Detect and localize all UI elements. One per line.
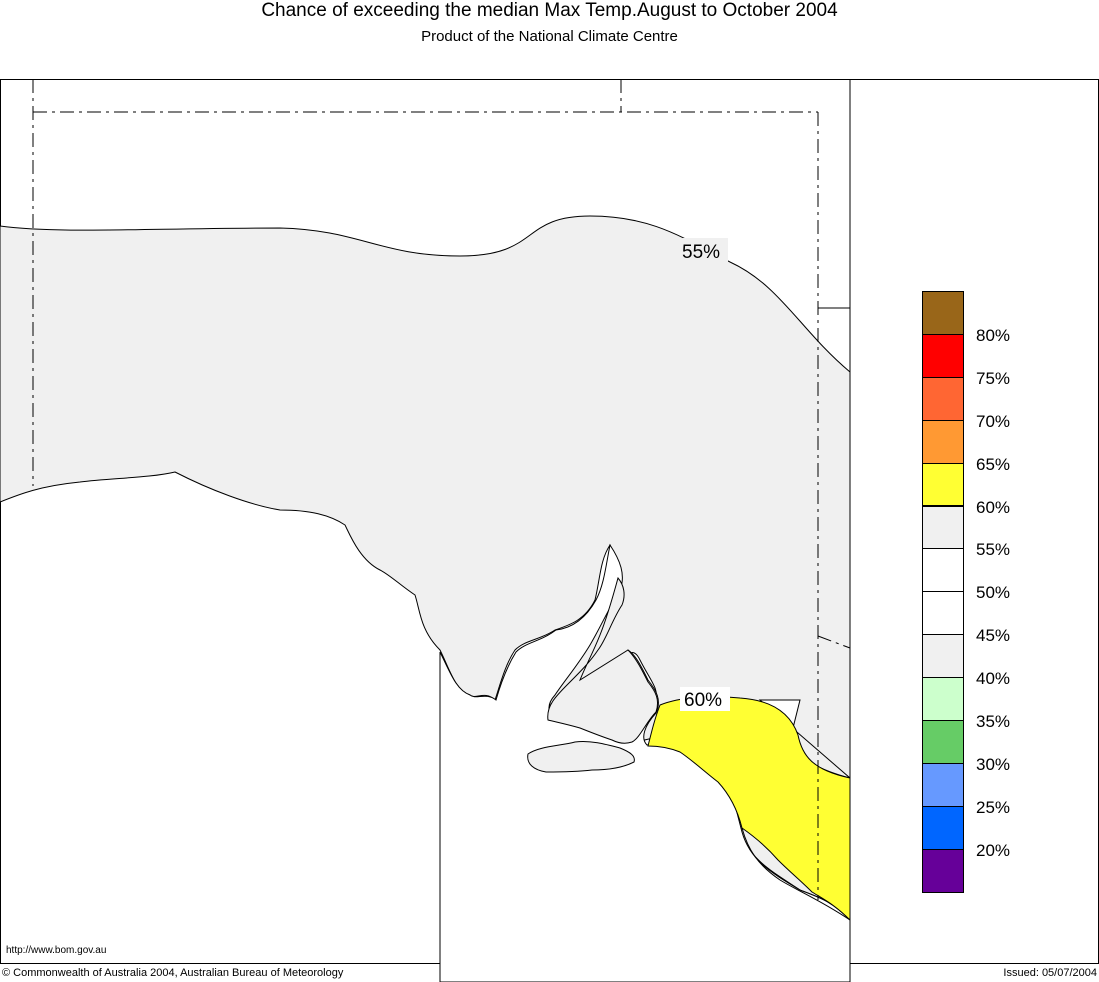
legend-label: 30%: [976, 754, 1011, 774]
legend-label: 50%: [976, 583, 1011, 603]
map-subtitle: Product of the National Climate Centre: [421, 28, 678, 45]
legend-label: 45%: [976, 626, 1011, 646]
legend-swatch: [922, 677, 964, 721]
legend-swatch: [922, 333, 964, 378]
contour-label-60: 60%: [680, 687, 730, 711]
legend-swatch: [922, 291, 964, 335]
legend-label: 80%: [976, 325, 1011, 345]
issued-date: Issued: 05/07/2004: [1003, 967, 1097, 979]
contour-label-55: 55%: [678, 238, 728, 264]
state-borders: [32, 79, 851, 900]
copyright-text: © Commonwealth of Australia 2004, Austra…: [2, 967, 344, 979]
map-title: Chance of exceeding the median Max Temp.…: [261, 0, 838, 21]
legend-swatch: [922, 848, 964, 893]
legend-swatch: [922, 505, 964, 550]
legend-swatch: [922, 591, 964, 636]
legend-swatch: [922, 720, 964, 764]
kangaroo-island: [527, 741, 635, 773]
legend-label: 75%: [976, 368, 1011, 388]
legend-swatch: [922, 762, 964, 807]
map-region: [0, 215, 851, 982]
legend-swatch: [922, 419, 964, 464]
legend-swatch: [922, 376, 964, 421]
legend-swatch: [922, 634, 964, 679]
legend-label: 65%: [976, 454, 1011, 474]
legend-label: 55%: [976, 540, 1011, 560]
legend-label: 25%: [976, 797, 1011, 817]
legend-swatch: [922, 805, 964, 850]
legend-label: 20%: [976, 840, 1011, 860]
source-url: http://www.bom.gov.au: [6, 945, 107, 956]
legend-label: 40%: [976, 669, 1011, 689]
legend-swatch: [922, 462, 964, 507]
legend-label: 70%: [976, 411, 1011, 431]
legend-swatch: [922, 548, 964, 593]
svg-text:60%: 60%: [684, 690, 722, 711]
svg-text:55%: 55%: [682, 242, 720, 263]
legend-label: 35%: [976, 712, 1011, 731]
legend-label: 60%: [976, 497, 1011, 517]
